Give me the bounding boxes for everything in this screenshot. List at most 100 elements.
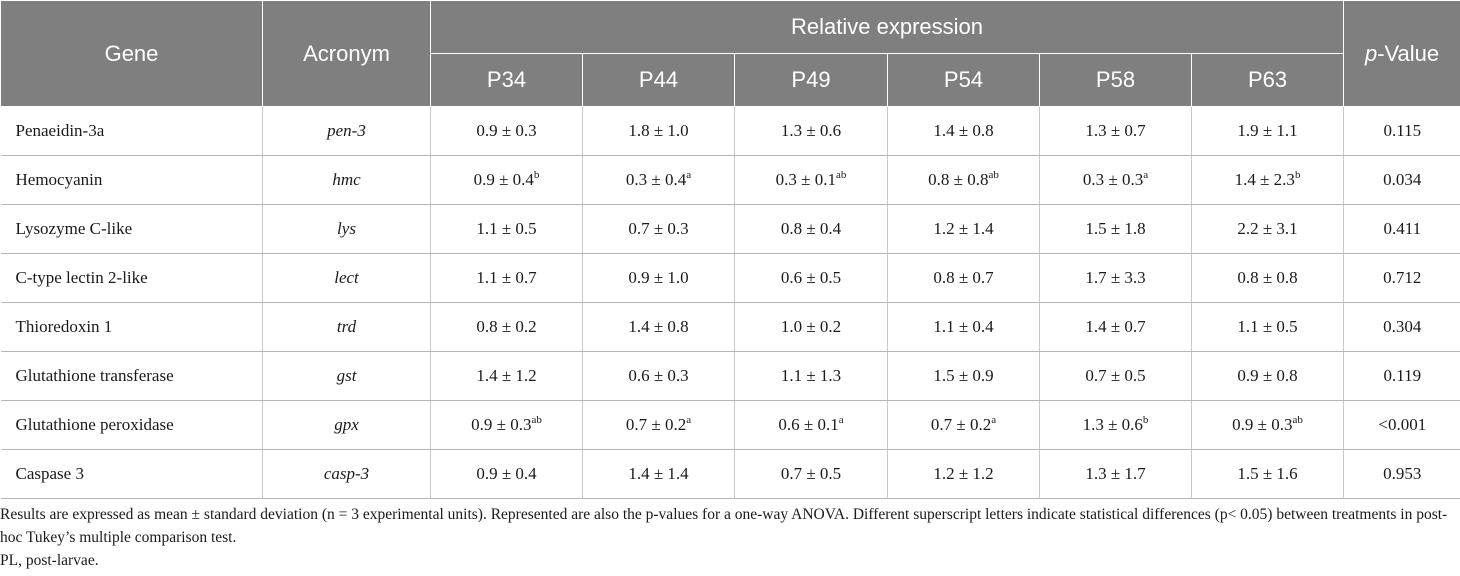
expression-value: 0.6 ± 0.3 xyxy=(628,366,689,385)
header-row-2: P34 P44 P49 P54 P58 P63 xyxy=(1,53,1460,107)
expression-value: 0.7 ± 0.5 xyxy=(1085,366,1146,385)
footnote-abbreviation: PL, post-larvae. xyxy=(0,552,99,569)
expression-cell: 1.9 ± 1.1 xyxy=(1191,106,1345,156)
expression-cell: 1.1 ± 0.5 xyxy=(1191,302,1345,352)
expression-cell: 1.4 ± 0.7 xyxy=(1039,302,1192,352)
expression-cell: 1.1 ± 0.4 xyxy=(887,302,1040,352)
header-col-p63: P63 xyxy=(1190,53,1345,107)
gene-name-cell: Lysozyme C-like xyxy=(0,204,263,254)
significance-letter: b xyxy=(1294,169,1301,181)
expression-value: 1.1 ± 0.7 xyxy=(476,268,537,287)
table-row: Thioredoxin 1 trd 0.8 ± 0.2 1.4 ± 0.8 1.0 ± … xyxy=(0,302,1460,352)
expression-value: 2.2 ± 3.1 xyxy=(1237,219,1298,238)
gene-name-cell: C-type lectin 2-like xyxy=(0,253,263,303)
significance-letter: ab xyxy=(988,169,999,181)
expression-cell: 0.8 ± 0.8 xyxy=(1191,253,1345,303)
expression-value: 0.3 ± 0.1 xyxy=(775,170,836,189)
footnote-results: Results are expressed as mean ± standard… xyxy=(0,506,1448,546)
expression-value: 0.8 ± 0.4 xyxy=(780,219,842,238)
expression-value: 1.1 ± 0.4 xyxy=(933,317,994,336)
expression-cell: 1.3 ± 0.6b xyxy=(1039,400,1192,450)
p-value-cell: 0.115 xyxy=(1343,106,1460,156)
header-col-p58: P58 xyxy=(1039,53,1192,107)
table-row: Penaeidin-3a pen-3 0.9 ± 0.3 1.8 ± 1.0 1.3 ±… xyxy=(0,106,1460,156)
expression-value: 1.2 ± 1.2 xyxy=(933,464,994,483)
expression-cell: 1.7 ± 3.3 xyxy=(1039,253,1192,303)
significance-letter: b xyxy=(533,169,540,181)
acronym-cell: hmc xyxy=(262,155,431,205)
table-row: Hemocyanin hmc 0.9 ± 0.4b 0.3 ± 0.4a 0.3 ± 0… xyxy=(0,155,1460,205)
expression-cell: 1.0 ± 0.2 xyxy=(734,302,888,352)
expression-cell: 0.8 ± 0.2 xyxy=(430,302,583,352)
expression-cell: 1.5 ± 1.6 xyxy=(1191,449,1345,499)
expression-cell: 0.6 ± 0.1a xyxy=(734,400,888,450)
expression-value: 0.7 ± 0.5 xyxy=(780,464,842,483)
expression-cell: 0.9 ± 0.4b xyxy=(430,155,583,205)
expression-cell: 0.3 ± 0.3a xyxy=(1039,155,1192,205)
p-value-cell: 0.953 xyxy=(1343,449,1460,499)
expression-value: 1.8 ± 1.0 xyxy=(628,121,689,140)
header-col-p44: P44 xyxy=(582,53,735,107)
header-col-p54: P54 xyxy=(887,53,1040,107)
header-gene: Gene xyxy=(0,0,263,107)
expression-value: 1.3 ± 0.7 xyxy=(1085,121,1146,140)
table-row: Caspase 3 casp-3 0.9 ± 0.4 1.4 ± 1.4 0.7 ± 0… xyxy=(0,449,1460,499)
expression-cell: 1.2 ± 1.2 xyxy=(887,449,1040,499)
expression-cell: 1.4 ± 1.2 xyxy=(430,351,583,401)
significance-letter: ab xyxy=(835,169,847,181)
expression-cell: 0.3 ± 0.4a xyxy=(582,155,735,205)
expression-cell: 0.9 ± 0.3 xyxy=(430,106,583,156)
expression-value: 1.4 ± 0.8 xyxy=(628,317,689,336)
gene-name-cell: Hemocyanin xyxy=(0,155,263,205)
header-p-value: p-Value xyxy=(1343,0,1460,107)
expression-value: 0.9 ± 0.3 xyxy=(471,415,532,434)
expression-cell: 0.7 ± 0.5 xyxy=(1039,351,1192,401)
expression-cell: 2.2 ± 3.1 xyxy=(1191,204,1345,254)
header-p-value-rest: -Value xyxy=(1377,40,1440,66)
expression-cell: 1.8 ± 1.0 xyxy=(582,106,735,156)
table-row: Glutathione peroxidase gpx 0.9 ± 0.3ab 0.7 … xyxy=(0,400,1460,450)
expression-cell: 0.6 ± 0.5 xyxy=(734,253,888,303)
significance-letter: a xyxy=(686,414,692,426)
expression-value: 0.7 ± 0.2 xyxy=(625,415,687,434)
table-row: C-type lectin 2-like lect 1.1 ± 0.7 0.9 ± 1… xyxy=(0,253,1460,303)
expression-value: 0.9 ± 0.4 xyxy=(473,170,534,189)
expression-value: 1.9 ± 1.1 xyxy=(1237,121,1298,140)
significance-letter: b xyxy=(1142,414,1149,426)
gene-name-cell: Glutathione peroxidase xyxy=(0,400,263,450)
table-row: Lysozyme C-like lys 1.1 ± 0.5 0.7 ± 0.3 0.8 … xyxy=(0,204,1460,254)
expression-value: 1.1 ± 0.5 xyxy=(1237,317,1298,336)
p-value-cell: 0.034 xyxy=(1343,155,1460,205)
expression-cell: 0.7 ± 0.5 xyxy=(734,449,888,499)
expression-cell: 0.9 ± 0.3ab xyxy=(430,400,583,450)
expression-cell: 0.9 ± 0.8 xyxy=(1191,351,1345,401)
expression-value: 0.9 ± 0.8 xyxy=(1237,366,1298,385)
expression-cell: 1.4 ± 2.3b xyxy=(1191,155,1345,205)
header-relative-expression: Relative expression xyxy=(429,0,1345,54)
expression-cell: 1.5 ± 1.8 xyxy=(1039,204,1192,254)
expression-value: 0.8 ± 0.8 xyxy=(1237,268,1298,287)
expression-table: Gene Acronym Relative expression p-Value… xyxy=(0,0,1460,499)
expression-cell: 0.7 ± 0.2a xyxy=(582,400,735,450)
expression-value: 0.8 ± 0.2 xyxy=(476,317,537,336)
expression-value: 0.9 ± 0.3 xyxy=(476,121,537,140)
gene-name-cell: Penaeidin-3a xyxy=(0,106,263,156)
expression-cell: 1.1 ± 0.7 xyxy=(430,253,583,303)
acronym-cell: gpx xyxy=(262,400,431,450)
p-value-cell: 0.712 xyxy=(1343,253,1460,303)
table-row: Glutathione transferase gst 1.4 ± 1.2 0.6 ±… xyxy=(0,351,1460,401)
expression-cell: 1.4 ± 0.8 xyxy=(582,302,735,352)
acronym-cell: pen-3 xyxy=(262,106,431,156)
expression-value: 0.6 ± 0.1 xyxy=(778,415,839,434)
p-value-cell: 0.411 xyxy=(1343,204,1460,254)
expression-value: 1.4 ± 0.7 xyxy=(1085,317,1146,336)
expression-value: 0.3 ± 0.4 xyxy=(625,170,687,189)
expression-cell: 1.2 ± 1.4 xyxy=(887,204,1040,254)
expression-value: 0.9 ± 0.4 xyxy=(476,464,537,483)
expression-cell: 0.9 ± 1.0 xyxy=(582,253,735,303)
expression-value: 1.3 ± 1.7 xyxy=(1085,464,1146,483)
expression-cell: 1.5 ± 0.9 xyxy=(887,351,1040,401)
significance-letter: ab xyxy=(1292,414,1303,426)
acronym-cell: lect xyxy=(262,253,431,303)
